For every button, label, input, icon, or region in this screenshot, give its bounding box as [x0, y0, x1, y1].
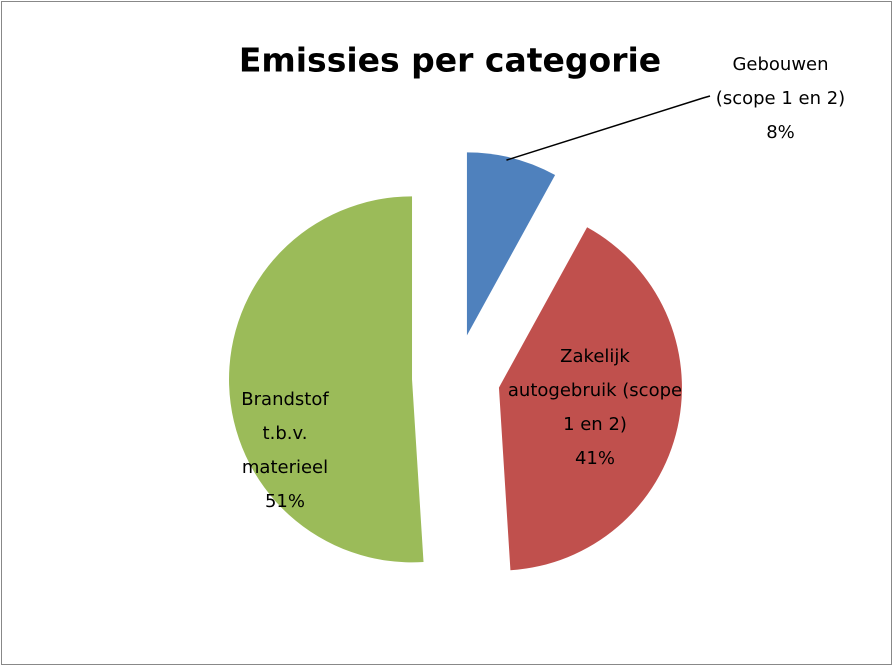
category-label: Gebouwen (scope 1 en 2): [715, 54, 846, 109]
value-label: 8%: [766, 122, 795, 143]
category-label: Brandstof t.b.v. materieel: [241, 389, 329, 478]
pie-slice: [498, 227, 682, 571]
value-label: 51%: [264, 491, 305, 512]
chart-title: Emissies per categorie: [239, 41, 661, 80]
pie-slice: [229, 196, 424, 563]
slice-label: Gebouwen (scope 1 en 2) 8%: [708, 48, 853, 150]
category-label: Zakelijk autogebruik (scope 1 en 2): [507, 346, 683, 435]
value-label: 41%: [574, 448, 615, 469]
leader-line: [506, 95, 711, 161]
slice-label: Brandstof t.b.v. materieel 51%: [225, 383, 345, 519]
pie-slice: [466, 152, 556, 336]
slice-label: Zakelijk autogebruik (scope 1 en 2) 41%: [505, 340, 685, 476]
